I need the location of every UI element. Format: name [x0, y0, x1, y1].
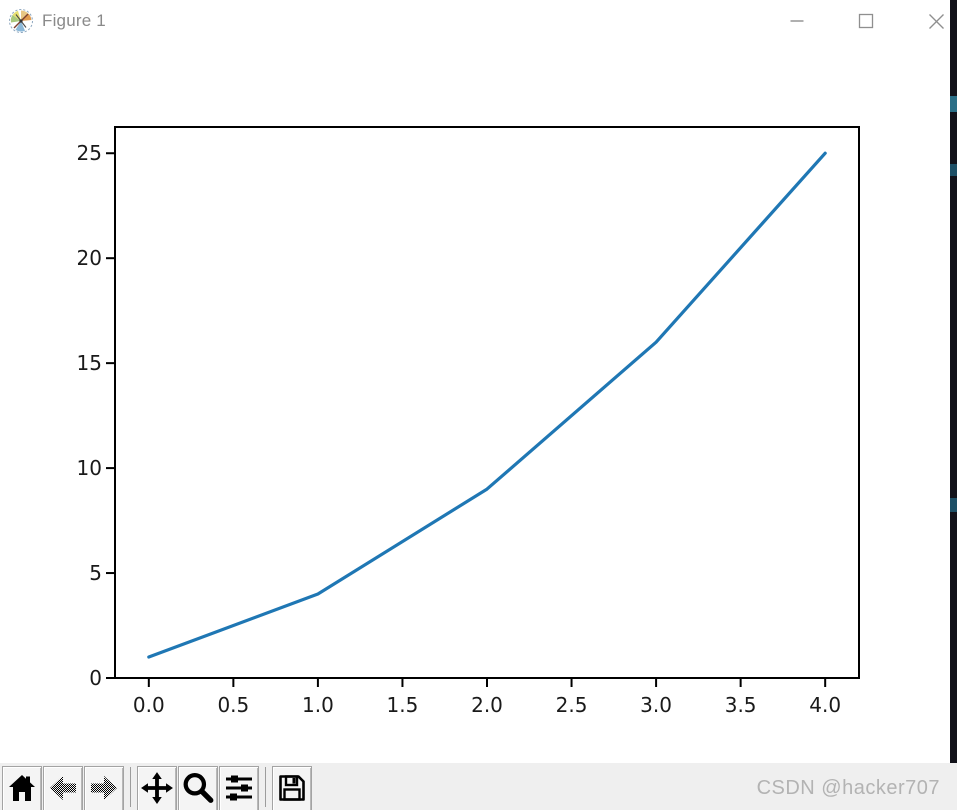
save-button[interactable] — [272, 766, 312, 810]
x-tick-label: 4.0 — [809, 693, 841, 717]
y-tick-label: 15 — [77, 351, 102, 375]
background-window-accent — [950, 498, 957, 512]
maximize-button[interactable] — [843, 0, 889, 42]
maximize-icon — [858, 13, 874, 29]
x-tick-label: 0.5 — [217, 693, 249, 717]
toolbar-buttons — [0, 763, 957, 810]
y-tick-label: 10 — [77, 456, 102, 480]
minimize-button[interactable] — [774, 0, 820, 42]
background-window-strip — [950, 0, 957, 763]
matplotlib-logo-icon — [8, 8, 34, 34]
axes-spines — [114, 126, 860, 679]
toolbar-separator — [130, 767, 131, 807]
back-arrow-icon — [50, 776, 76, 800]
toolbar-separator — [265, 767, 266, 807]
close-icon — [928, 13, 944, 29]
home-button[interactable] — [2, 766, 42, 810]
x-tick-label: 1.0 — [302, 693, 334, 717]
sliders-icon — [226, 775, 252, 801]
background-window-accent — [950, 164, 957, 176]
x-tick-label: 3.0 — [640, 693, 672, 717]
x-tick-label: 0.0 — [133, 693, 165, 717]
pan-arrows-icon — [141, 772, 173, 804]
x-tick-label: 2.5 — [556, 693, 588, 717]
x-tick-label: 3.5 — [725, 693, 757, 717]
back-button[interactable] — [43, 766, 83, 810]
y-tick-label: 25 — [77, 141, 102, 165]
background-window-accent — [950, 96, 957, 112]
window-title: Figure 1 — [42, 11, 106, 30]
magnifier-icon — [183, 773, 214, 803]
x-tick-label: 1.5 — [387, 693, 419, 717]
navigation-toolbar: CSDN @hacker707 — [0, 763, 957, 810]
pan-button[interactable] — [137, 766, 177, 810]
y-tick-label: 20 — [77, 246, 102, 270]
data-line — [147, 151, 827, 659]
y-tick-label: 0 — [89, 666, 102, 690]
home-icon — [9, 775, 35, 801]
minimize-icon — [790, 20, 804, 22]
zoom-to-rect-button[interactable] — [178, 766, 218, 810]
close-button[interactable] — [913, 0, 957, 42]
forward-button[interactable] — [84, 766, 124, 810]
figure-canvas[interactable]: 0.0 0.5 1.0 1.5 2.0 2.5 3.0 3.5 4.0 0 5 10 15 20 25 — [0, 0, 957, 763]
configure-subplots-button[interactable] — [219, 766, 259, 810]
forward-arrow-icon — [91, 776, 117, 800]
watermark: CSDN @hacker707 — [756, 777, 940, 799]
y-tick-label: 5 — [89, 561, 102, 585]
x-tick-label: 2.0 — [471, 693, 503, 717]
floppy-disk-icon — [279, 775, 305, 801]
